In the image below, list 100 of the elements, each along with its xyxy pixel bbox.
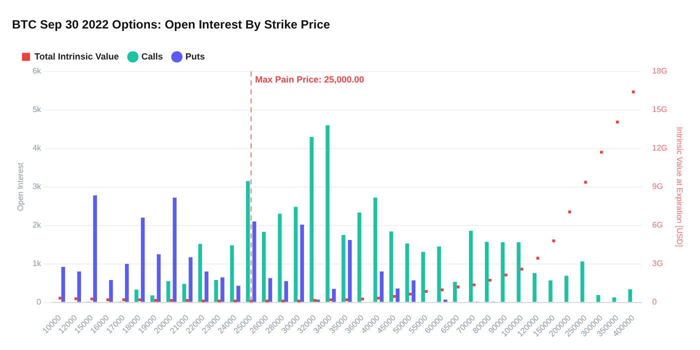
y-axis-title: Open Interest: [16, 162, 26, 212]
bar: [548, 280, 552, 302]
bar: [396, 288, 400, 302]
point: [282, 300, 284, 302]
legend-label: Puts: [185, 51, 205, 62]
y2-tick-label: 12G: [652, 144, 668, 153]
point: [186, 298, 189, 302]
bar: [268, 278, 272, 302]
point: [456, 286, 460, 288]
y-tick-label: 4k: [32, 144, 42, 153]
y-tick-label: 0: [36, 298, 42, 307]
point: [170, 298, 173, 302]
point: [154, 298, 157, 302]
bar: [93, 195, 97, 302]
bar: [500, 242, 505, 302]
bar: [310, 136, 314, 302]
bar: [453, 282, 457, 302]
bar: [109, 280, 113, 302]
bar: [204, 272, 208, 302]
bar: [198, 244, 202, 302]
bar: [182, 284, 186, 302]
point: [616, 120, 619, 124]
bar: [172, 198, 177, 302]
bar: [156, 254, 161, 302]
y-tick-label: 3k: [32, 182, 42, 192]
bar: [124, 264, 129, 302]
y2-tick-label: 18G: [652, 66, 668, 76]
y2-axis-title: Intrinsic Value at Expiration [USD]: [674, 126, 684, 247]
y2-tick-label: 3G: [652, 259, 663, 268]
bar: [342, 234, 346, 302]
bar: [437, 246, 441, 302]
y-tick-label: 6k: [32, 66, 42, 76]
bar: [294, 206, 298, 302]
y2-tick-label: 15G: [652, 105, 668, 114]
bar: [580, 262, 584, 302]
bar: [421, 252, 426, 302]
y2-tick-label: 9G: [652, 182, 663, 192]
bar: [332, 288, 336, 302]
point: [472, 283, 476, 286]
point: [58, 296, 62, 300]
point: [424, 290, 428, 293]
chart-title: BTC Sep 30 2022 Options: Open Interest By Strike Price: [12, 18, 330, 32]
bar: [300, 224, 304, 302]
point: [393, 295, 396, 298]
point: [440, 288, 444, 292]
point: [504, 274, 508, 276]
bar: [412, 280, 416, 302]
point: [74, 297, 78, 300]
bar: [230, 245, 234, 302]
bar: [484, 242, 489, 302]
bar: [252, 222, 256, 302]
point: [568, 210, 572, 214]
bar: [262, 232, 266, 302]
point: [584, 180, 587, 184]
bar: [348, 240, 352, 302]
point: [600, 150, 603, 154]
point: [408, 292, 412, 296]
point: [520, 268, 524, 271]
bar: [326, 125, 330, 302]
y-tick-label: 1k: [32, 259, 42, 268]
bar: [357, 212, 362, 302]
y2-tick-label: 6G: [652, 220, 663, 230]
bar: [628, 289, 632, 302]
bar: [532, 273, 536, 302]
point: [488, 278, 492, 282]
bar: [140, 218, 145, 302]
bar: [246, 181, 250, 302]
bar: [389, 232, 394, 302]
bar: [516, 242, 521, 302]
point: [266, 300, 268, 302]
bar: [150, 295, 154, 302]
point: [552, 239, 556, 242]
point: [90, 298, 94, 300]
bar: [612, 297, 616, 302]
bar: [284, 281, 288, 302]
bar: [236, 286, 240, 302]
y2-tick-label: 0: [652, 298, 658, 307]
legend-label: Calls: [141, 51, 163, 62]
point: [361, 298, 364, 300]
bar: [596, 295, 600, 302]
bar: [77, 272, 82, 302]
point: [632, 90, 635, 94]
bar: [220, 277, 224, 302]
bar: [564, 276, 568, 302]
bar: [373, 198, 378, 302]
bar: [166, 281, 170, 302]
bar: [134, 290, 138, 302]
point: [138, 298, 142, 302]
point: [202, 300, 205, 302]
bar: [214, 280, 218, 302]
y-tick-label: 2k: [32, 220, 42, 230]
bar: [468, 230, 473, 302]
point: [313, 298, 316, 302]
bar: [405, 243, 410, 302]
bar: [278, 214, 282, 302]
ref-line-label: Max Pain Price: 25,000.00: [255, 74, 364, 84]
legend-label: Total Intrinsic Value: [34, 51, 119, 62]
bar: [380, 272, 384, 302]
point: [377, 296, 380, 300]
y-tick-label: 5k: [32, 105, 42, 114]
